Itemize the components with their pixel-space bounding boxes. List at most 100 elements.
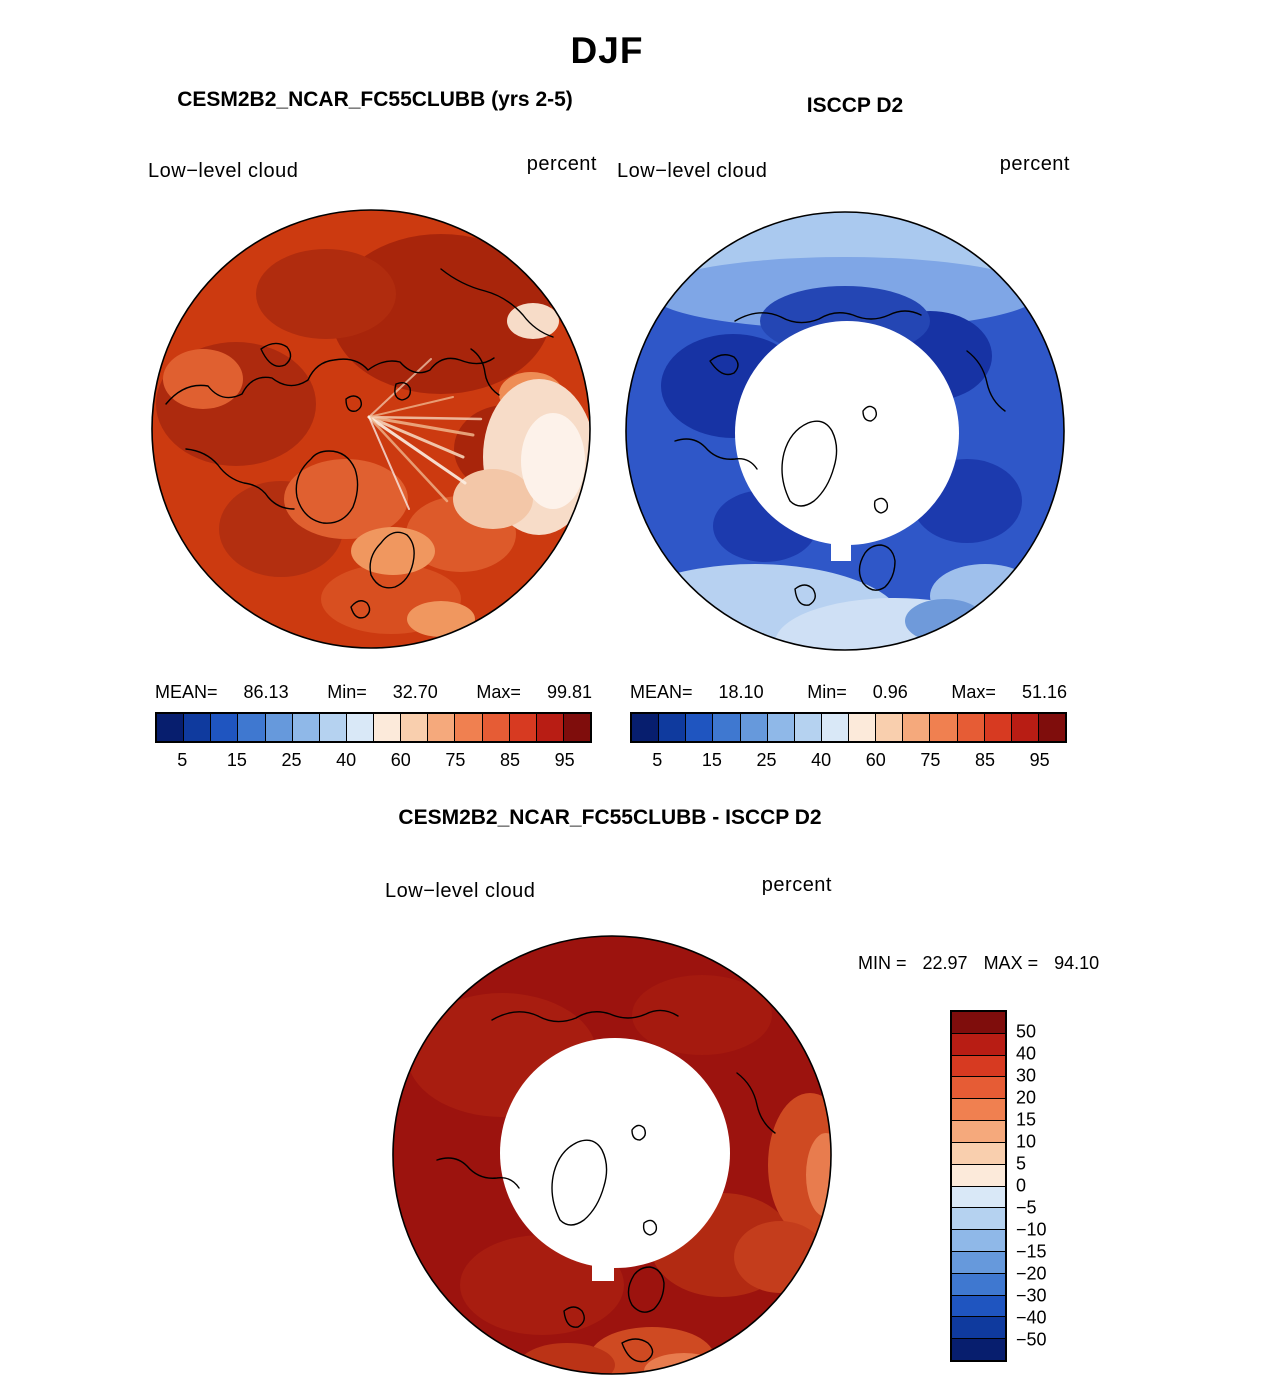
colorbar-tick-label: 60 bbox=[390, 750, 411, 770]
model-map bbox=[151, 209, 591, 649]
colorbar-cell bbox=[952, 1099, 1005, 1122]
colorbar-cell bbox=[374, 714, 402, 741]
colorbar-tick-label: −10 bbox=[1016, 1219, 1047, 1240]
diff-map-boundary bbox=[392, 935, 832, 1375]
colorbar-cell bbox=[952, 1186, 1005, 1209]
obs-min-label: Min= bbox=[807, 682, 847, 702]
diff-max-value: 94.10 bbox=[1054, 953, 1100, 973]
colorbar-cell bbox=[952, 1055, 1005, 1078]
colorbar-cell bbox=[184, 714, 212, 741]
obs-no-data-region bbox=[735, 321, 959, 545]
colorbar-cell bbox=[952, 1077, 1005, 1100]
diff-panel-title: CESM2B2_NCAR_FC55CLUBB - ISCCP D2 bbox=[398, 806, 822, 829]
model-mean-label: MEAN= bbox=[155, 682, 218, 702]
colorbar-cell bbox=[632, 714, 660, 741]
obs-map bbox=[625, 211, 1065, 651]
model-coastlines bbox=[165, 268, 554, 619]
colorbar-cell bbox=[428, 714, 456, 741]
colorbar-tick-label: 5 bbox=[1016, 1153, 1027, 1174]
diff-no-data-region bbox=[500, 1038, 730, 1268]
model-mean-pair: MEAN= 86.13 bbox=[155, 682, 289, 703]
colorbar-cell bbox=[713, 714, 741, 741]
model-colorbar bbox=[155, 712, 592, 743]
colorbar-cell bbox=[952, 1230, 1005, 1252]
obs-max-value: 51.16 bbox=[1021, 682, 1067, 702]
model-max-value: 99.81 bbox=[546, 682, 592, 702]
colorbar-tick-label: −20 bbox=[1016, 1263, 1047, 1284]
colorbar-cell bbox=[952, 1317, 1005, 1340]
colorbar-tick-label: 30 bbox=[1016, 1065, 1037, 1086]
obs-colorbar bbox=[630, 712, 1067, 743]
model-field-label: Low−level cloud bbox=[148, 160, 299, 182]
colorbar-cell bbox=[346, 714, 374, 741]
obs-max-label: Max= bbox=[951, 682, 996, 702]
colorbar-cell bbox=[794, 714, 822, 741]
colorbar-tick-label: 75 bbox=[445, 750, 466, 770]
model-stats-line: MEAN= 86.13 Min= 32.70 Max= 99.81 bbox=[155, 682, 592, 703]
colorbar-tick-label: −50 bbox=[1016, 1329, 1047, 1350]
diff-max-label: MAX = bbox=[983, 953, 1039, 973]
colorbar-cell bbox=[401, 714, 429, 741]
colorbar-tick-label: 5 bbox=[177, 750, 188, 770]
colorbar-tick-label: −5 bbox=[1016, 1197, 1037, 1218]
model-min-pair: Min= 32.70 bbox=[327, 682, 438, 703]
model-min-label: Min= bbox=[327, 682, 367, 702]
colorbar-cell bbox=[1038, 714, 1065, 741]
colorbar-cell bbox=[157, 714, 185, 741]
obs-units-label: percent bbox=[999, 153, 1070, 175]
colorbar-cell bbox=[952, 1164, 1005, 1187]
colorbar-cell bbox=[740, 714, 768, 741]
colorbar-cell bbox=[509, 714, 537, 741]
obs-panel-title: ISCCP D2 bbox=[806, 94, 904, 117]
model-max-label: Max= bbox=[476, 682, 521, 702]
colorbar-cell bbox=[952, 1251, 1005, 1274]
diff-map-fill bbox=[393, 936, 831, 1374]
polar-streaks bbox=[367, 358, 483, 510]
colorbar-tick-label: 5 bbox=[652, 750, 663, 770]
diff-colorbar-ticks: 50 40 30 20 15 10 5 0 −5 −10 −15 −20 −30 −40 −50 bbox=[1016, 1010, 1076, 1362]
obs-mean-label: MEAN= bbox=[630, 682, 693, 702]
colorbar-tick-label: 10 bbox=[1016, 1131, 1037, 1152]
colorbar-cell bbox=[455, 714, 483, 741]
colorbar-cell bbox=[952, 1208, 1005, 1231]
colorbar-cell bbox=[1011, 714, 1039, 741]
colorbar-tick-label: 15 bbox=[1016, 1109, 1037, 1130]
obs-field-label: Low−level cloud bbox=[617, 160, 768, 182]
model-panel-title: CESM2B2_NCAR_FC55CLUBB (yrs 2-5) bbox=[177, 88, 573, 111]
colorbar-tick-label: 0 bbox=[1016, 1175, 1027, 1196]
model-min-value: 32.70 bbox=[392, 682, 438, 702]
model-mean-value: 86.13 bbox=[243, 682, 289, 702]
colorbar-tick-label: 15 bbox=[226, 750, 247, 770]
colorbar-cell bbox=[265, 714, 293, 741]
colorbar-tick-label: 60 bbox=[865, 750, 886, 770]
colorbar-cell bbox=[821, 714, 849, 741]
colorbar-cell bbox=[984, 714, 1012, 741]
colorbar-tick-label: 75 bbox=[920, 750, 941, 770]
obs-map-boundary bbox=[625, 211, 1065, 651]
colorbar-tick-label: 15 bbox=[701, 750, 722, 770]
colorbar-cell bbox=[659, 714, 687, 741]
colorbar-cell bbox=[238, 714, 266, 741]
colorbar-cell bbox=[952, 1273, 1005, 1296]
colorbar-tick-label: 85 bbox=[500, 750, 521, 770]
colorbar-cell bbox=[292, 714, 320, 741]
colorbar-tick-label: −15 bbox=[1016, 1241, 1047, 1262]
diff-units-label: percent bbox=[761, 874, 832, 896]
colorbar-tick-label: 40 bbox=[811, 750, 832, 770]
model-map-fill bbox=[152, 210, 590, 648]
colorbar-tick-label: 95 bbox=[1029, 750, 1050, 770]
colorbar-cell bbox=[686, 714, 714, 741]
colorbar-tick-label: −30 bbox=[1016, 1285, 1047, 1306]
diff-min-label: MIN = bbox=[858, 953, 907, 973]
obs-min-pair: Min= 0.96 bbox=[807, 682, 908, 703]
colorbar-cell bbox=[211, 714, 239, 741]
model-map-boundary bbox=[151, 209, 591, 649]
obs-coastlines bbox=[674, 310, 1006, 606]
colorbar-cell bbox=[952, 1295, 1005, 1318]
colorbar-cell bbox=[952, 1121, 1005, 1143]
obs-map-fill bbox=[626, 212, 1064, 650]
colorbar-cell bbox=[952, 1142, 1005, 1165]
model-units-label: percent bbox=[526, 153, 597, 175]
colorbar-tick-label: 85 bbox=[975, 750, 996, 770]
diff-min-value: 22.97 bbox=[922, 953, 968, 973]
